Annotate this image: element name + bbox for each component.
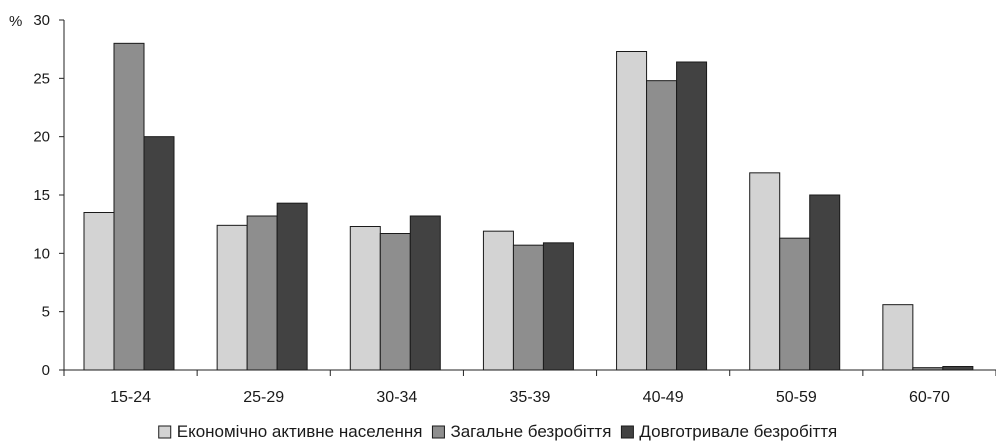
legend-item: Загальне безробіття [431, 422, 611, 441]
bar-60-70-series-1 [882, 304, 914, 371]
legend-label: Довготривале безробіття [639, 422, 837, 441]
bar-50-59-series-2 [779, 237, 811, 371]
x-tick-label: 25-29 [243, 389, 284, 406]
bar-50-59-series-1 [749, 172, 781, 371]
legend-label: Загальне безробіття [450, 422, 611, 441]
bar-30-34-series-2 [379, 233, 411, 371]
bar-60-70-series-3 [942, 366, 974, 371]
bar-50-59-series-3 [809, 194, 841, 371]
bar-15-24-series-2 [113, 42, 145, 371]
x-tick-label: 60-70 [909, 389, 950, 406]
legend-swatch [431, 425, 445, 439]
bars [83, 42, 974, 371]
bar-25-29-series-3 [276, 202, 308, 371]
y-tick-label: 10 [33, 245, 50, 262]
x-tick-label: 15-24 [110, 389, 151, 406]
bar-30-34-series-1 [349, 226, 381, 371]
bar-60-70-series-2 [912, 367, 944, 371]
x-tick-label: 30-34 [376, 389, 417, 406]
category-labels: 15-24 25-29 30-34 35-39 40-49 50-59 60-70 [110, 389, 950, 406]
legend-swatch [620, 425, 634, 439]
legend-item: Довготривале безробіття [620, 422, 837, 441]
y-tick-label: 15 [33, 187, 50, 204]
bar-40-49-series-3 [676, 61, 708, 371]
legend-item: Економічно активне населення [158, 422, 423, 441]
bar-15-24-series-1 [83, 212, 115, 371]
legend: Економічно активне населення Загальне без… [158, 422, 837, 441]
legend-label: Економічно активне населення [177, 422, 423, 441]
bar-25-29-series-1 [216, 224, 248, 371]
y-axis-label: % [9, 13, 22, 30]
bar-25-29-series-2 [246, 215, 278, 371]
x-tick-label: 35-39 [510, 389, 551, 406]
x-tick-label: 40-49 [643, 389, 684, 406]
bar-40-49-series-1 [616, 51, 648, 371]
y-tick-label: 5 [42, 304, 50, 321]
x-tick-label: 50-59 [776, 389, 817, 406]
y-tick-label: 0 [42, 362, 50, 379]
bar-40-49-series-2 [646, 80, 678, 371]
bar-35-39-series-2 [512, 244, 544, 371]
y-tick-label: 30 [33, 12, 50, 29]
y-ticks: 0 5 10 15 20 25 30% [9, 12, 64, 379]
y-tick-label: 20 [33, 129, 50, 146]
y-tick-label: 25 [33, 70, 50, 87]
bar-35-39-series-1 [482, 230, 514, 371]
legend-swatch [158, 425, 172, 439]
bar-30-34-series-3 [409, 215, 441, 371]
bar-35-39-series-3 [542, 242, 574, 371]
bar-15-24-series-3 [143, 136, 175, 371]
